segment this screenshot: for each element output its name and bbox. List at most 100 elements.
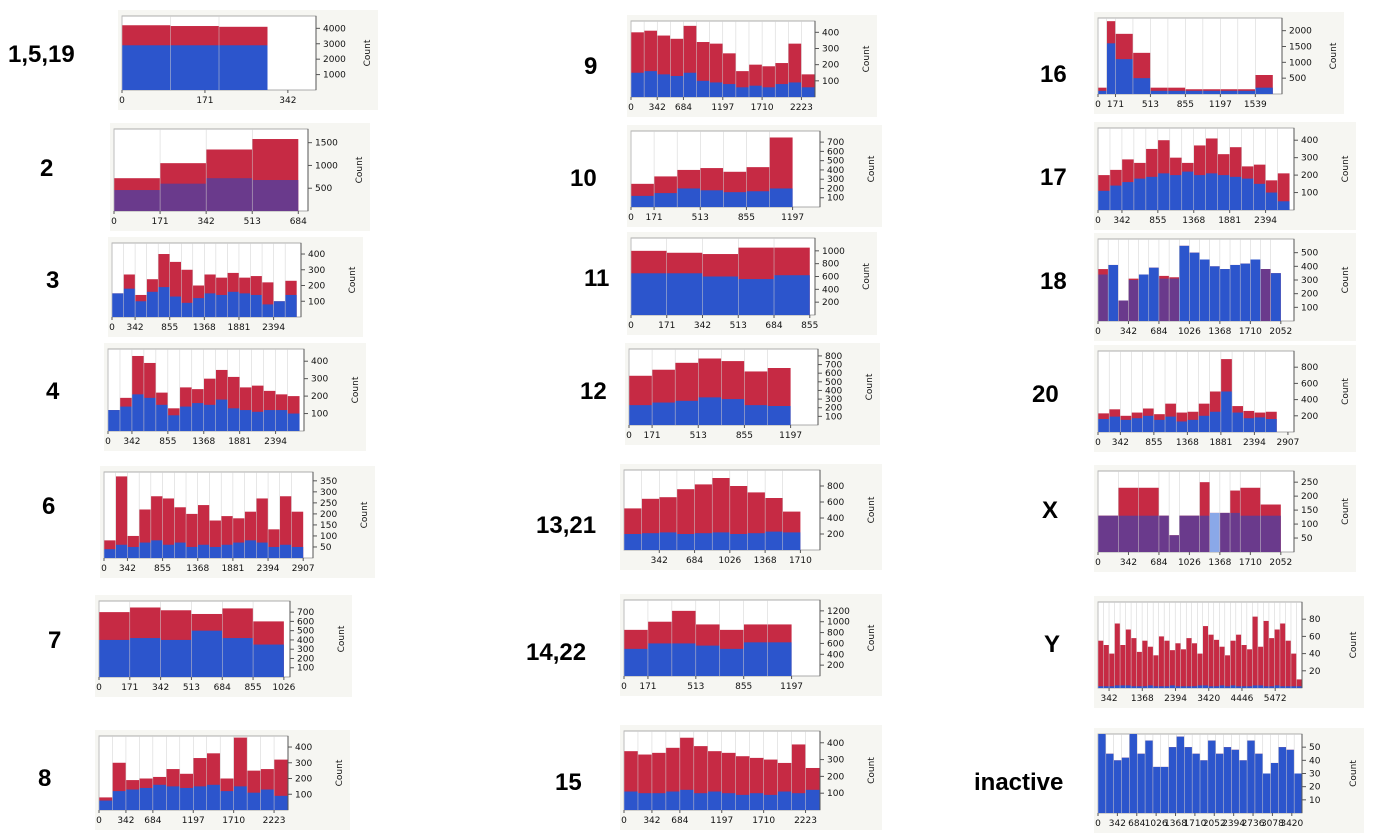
- y-axis-title: Count: [351, 376, 361, 403]
- x-tick-label: 1026: [718, 556, 741, 566]
- y-tick-label: 1000: [822, 247, 845, 257]
- bar-blue: [123, 288, 136, 317]
- x-tick-label: 0: [96, 816, 102, 826]
- y-tick-label: 100: [827, 194, 844, 204]
- bar-blue: [1252, 685, 1258, 688]
- y-tick-label: 300: [311, 375, 328, 385]
- x-tick-label: 855: [736, 431, 753, 441]
- bar-blue: [1200, 760, 1208, 813]
- bar-blue: [287, 413, 300, 431]
- x-tick-label: 513: [730, 321, 747, 331]
- bar-red: [1213, 639, 1220, 688]
- bar-blue: [146, 291, 159, 317]
- bar-red: [268, 529, 280, 558]
- bar-red: [150, 496, 163, 558]
- x-tick-label: 2907: [1276, 438, 1299, 448]
- bar-blue: [1114, 685, 1121, 688]
- bar-red: [239, 387, 252, 431]
- y-tick-label: 30: [1309, 770, 1321, 780]
- bar-red: [1235, 634, 1242, 688]
- x-tick-label: 2394: [1254, 216, 1277, 226]
- bar-blue: [244, 540, 257, 558]
- bar-blue: [1164, 686, 1170, 688]
- x-tick-label: 1197: [710, 816, 733, 826]
- bar-blue: [719, 648, 744, 676]
- bar-blue: [1260, 269, 1271, 321]
- histogram-svg: 100 200 300 400 Count 0 342 684 1197 1710 2223: [628, 20, 872, 113]
- bar-blue: [131, 394, 144, 431]
- y-axis-title: Count: [1329, 42, 1339, 69]
- y-tick-label: 200: [1301, 492, 1318, 502]
- bar-blue: [256, 542, 269, 558]
- bar-blue: [1137, 753, 1146, 813]
- bar-blue: [657, 74, 671, 97]
- bar-blue: [252, 180, 299, 211]
- chart-label: 14,22: [526, 639, 587, 666]
- bar-blue: [191, 630, 223, 677]
- x-tick-label: 342: [694, 321, 711, 331]
- y-tick-label: 600: [822, 273, 839, 283]
- bar-blue: [1129, 734, 1138, 813]
- bar-red: [1125, 629, 1132, 688]
- bar-blue: [1168, 747, 1177, 813]
- bar-red: [251, 385, 264, 431]
- bar-blue: [700, 190, 724, 207]
- y-tick-label: 200: [311, 392, 328, 402]
- x-tick-label: 513: [690, 431, 707, 441]
- bar-blue: [1278, 747, 1287, 813]
- x-tick-label: 0: [96, 683, 102, 693]
- x-tick-label: 684: [214, 683, 231, 693]
- y-tick-label: 350: [320, 477, 337, 487]
- y-tick-label: 300: [825, 395, 842, 405]
- bar-red: [1285, 640, 1291, 688]
- x-tick-label: 1539: [1244, 100, 1267, 110]
- y-tick-label: 10: [1309, 796, 1321, 806]
- bar-blue: [676, 534, 695, 550]
- x-tick-label: 342: [1120, 327, 1137, 337]
- bar-blue: [698, 397, 722, 425]
- bar-blue: [654, 193, 678, 207]
- y-tick-label: 500: [1301, 249, 1318, 259]
- bar-blue: [624, 791, 638, 810]
- y-tick-label: 20: [1309, 667, 1321, 677]
- bar-blue: [679, 789, 694, 810]
- x-tick-label: 1881: [228, 323, 251, 333]
- x-tick-label: 855: [154, 564, 171, 574]
- x-tick-label: 2394: [264, 437, 287, 447]
- y-tick-label: 20: [1309, 783, 1321, 793]
- bar-blue: [1103, 686, 1110, 688]
- y-tick-label: 1000: [315, 161, 338, 171]
- bar-blue: [1220, 90, 1238, 94]
- bar-blue: [694, 533, 713, 550]
- x-tick-label: 342: [152, 683, 169, 693]
- y-tick-label: 100: [827, 789, 844, 799]
- y-tick-label: 200: [822, 298, 839, 308]
- x-tick-label: 342: [126, 323, 143, 333]
- bar-blue: [1240, 263, 1251, 321]
- bar-blue: [1197, 685, 1203, 688]
- bar-blue: [169, 296, 182, 317]
- y-tick-label: 800: [827, 629, 844, 639]
- bar-red: [221, 516, 233, 558]
- bar-blue: [193, 786, 207, 810]
- bar-blue: [204, 293, 216, 317]
- bar-red: [712, 478, 730, 550]
- bar-blue: [1142, 415, 1154, 432]
- x-tick-label: 2394: [1243, 438, 1266, 448]
- bar-blue: [677, 188, 701, 207]
- chart-label: 13,21: [536, 512, 597, 539]
- y-tick-label: 150: [1301, 506, 1318, 516]
- bar-blue: [1247, 740, 1255, 813]
- bar-blue: [1268, 686, 1275, 688]
- y-tick-label: 500: [315, 184, 332, 194]
- bar-blue: [274, 795, 288, 810]
- y-axis-title: Count: [355, 156, 365, 183]
- bar-blue: [1207, 740, 1216, 813]
- chart-label: 12: [580, 378, 607, 405]
- y-axis-title: Count: [1341, 498, 1351, 525]
- bar-blue: [247, 792, 261, 810]
- bar-blue: [695, 645, 720, 676]
- bar-blue: [162, 544, 175, 558]
- bar-red: [1230, 640, 1236, 688]
- bar-blue: [735, 794, 750, 810]
